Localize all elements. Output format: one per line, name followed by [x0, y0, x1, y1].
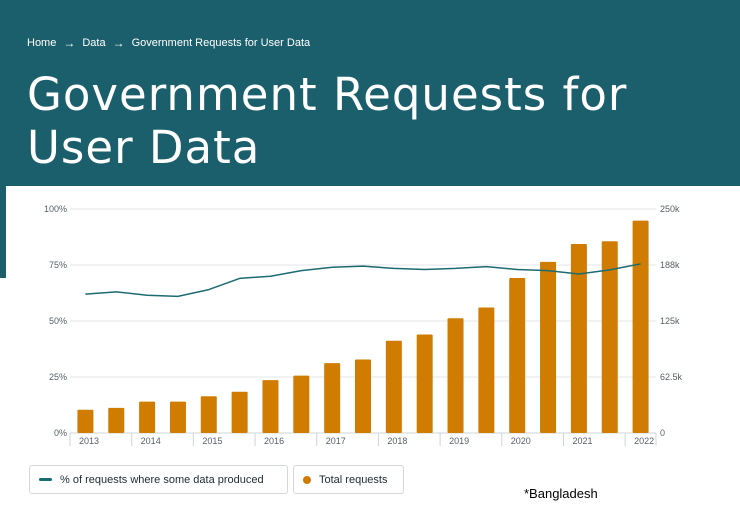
- y-left-tick-label: 25%: [49, 372, 67, 382]
- bar: [231, 391, 248, 433]
- x-tick-label: 2019: [449, 436, 469, 446]
- bar: [324, 363, 341, 433]
- y-right-tick-label: 188k: [660, 260, 680, 270]
- y-right-tick-label: 62.5k: [660, 372, 683, 382]
- bar: [540, 261, 557, 433]
- bar: [262, 380, 279, 433]
- bar: [601, 241, 618, 433]
- axes: 0% 25% 50% 75% 100% 0 62.5k 125k 188k 250k 2013 201…: [44, 204, 683, 446]
- bar: [509, 277, 526, 433]
- legend-item-total-requests[interactable]: Total requests: [293, 465, 404, 494]
- bar: [385, 340, 402, 433]
- bar: [632, 220, 649, 433]
- arrow-right-icon: →: [112, 36, 125, 50]
- page-title: Government Requests for User Data: [27, 68, 628, 174]
- legend-label: % of requests where some data produced: [60, 473, 264, 486]
- bar: [478, 307, 495, 433]
- y-left-tick-label: 75%: [49, 260, 67, 270]
- x-tick-label: 2014: [141, 436, 161, 446]
- bars: [77, 220, 649, 433]
- y-left-tick-label: 100%: [44, 204, 67, 214]
- breadcrumb-current: Government Requests for User Data: [131, 37, 311, 49]
- bar: [355, 359, 371, 433]
- line-series: [85, 263, 641, 298]
- x-tick-label: 2018: [387, 436, 407, 446]
- x-tick-label: 2021: [572, 436, 592, 446]
- breadcrumb: Home → Data → Government Requests for Us…: [27, 37, 310, 49]
- y-right-tick-label: 125k: [660, 316, 680, 326]
- y-left-tick-label: 50%: [49, 316, 67, 326]
- breadcrumb-data-link[interactable]: Data: [82, 37, 106, 49]
- x-tick-label: 2017: [326, 436, 346, 446]
- line-swatch-icon: [39, 478, 52, 481]
- bar: [416, 334, 433, 433]
- x-tick-label: 2015: [202, 436, 222, 446]
- y-right-tick-label: 0: [660, 428, 665, 438]
- breadcrumb-home-link[interactable]: Home: [27, 37, 57, 49]
- bar: [293, 375, 310, 433]
- legend-item-percent-produced[interactable]: % of requests where some data produced: [29, 465, 288, 494]
- bar: [77, 409, 94, 433]
- x-tick-label: 2016: [264, 436, 284, 446]
- bar: [169, 401, 186, 433]
- legend-label: Total requests: [319, 473, 388, 486]
- bar: [200, 396, 217, 433]
- bar: [139, 401, 156, 433]
- y-right-tick-label: 250k: [660, 204, 680, 214]
- footnote: *Bangladesh: [524, 486, 598, 501]
- x-tick-label: 2020: [511, 436, 531, 446]
- bar: [108, 407, 125, 433]
- dot-swatch-icon: [303, 475, 311, 484]
- arrow-right-icon: →: [63, 36, 76, 50]
- x-tick-label: 2013: [79, 436, 99, 446]
- bar: [570, 243, 587, 433]
- x-tick-label: 2022: [634, 436, 654, 446]
- y-left-tick-label: 0%: [54, 428, 67, 438]
- series-line: [85, 263, 641, 298]
- bar: [447, 318, 464, 433]
